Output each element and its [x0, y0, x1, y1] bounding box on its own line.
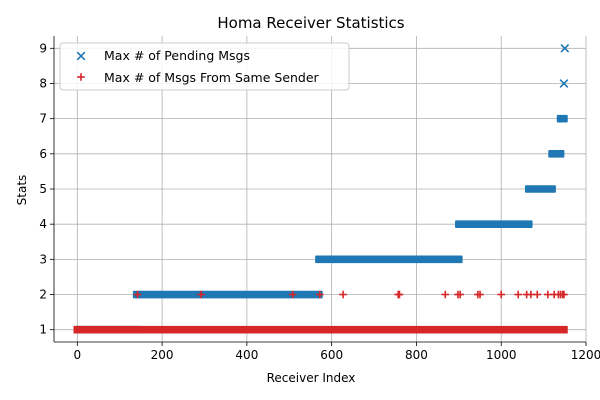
legend-label-same-sender: Max # of Msgs From Same Sender — [104, 70, 320, 85]
x-tick-label: 0 — [73, 348, 81, 362]
y-tick-label: 7 — [39, 112, 47, 126]
x-tick-label: 200 — [151, 348, 174, 362]
y-tick-label: 4 — [39, 217, 47, 231]
marker-band — [548, 150, 564, 158]
y-tick-label: 2 — [39, 288, 47, 302]
marker-band — [525, 185, 556, 193]
y-axis-label: Stats — [15, 175, 29, 206]
marker-band — [74, 326, 568, 334]
marker-band — [315, 256, 462, 264]
band-fill — [315, 256, 462, 264]
band-fill — [557, 115, 568, 123]
band-fill — [74, 326, 568, 334]
band-fill — [548, 150, 564, 158]
y-tick-label: 6 — [39, 147, 47, 161]
x-axis-label: Receiver Index — [267, 371, 356, 385]
y-tick-label: 8 — [39, 76, 47, 90]
legend-label-pending: Max # of Pending Msgs — [104, 48, 250, 63]
marker-band — [455, 220, 533, 228]
x-tick-label: 1200 — [571, 348, 600, 362]
y-tick-label: 5 — [39, 182, 47, 196]
x-tick-label: 400 — [235, 348, 258, 362]
x-tick-label: 800 — [405, 348, 428, 362]
y-tick-label: 3 — [39, 252, 47, 266]
y-tick-label: 9 — [39, 41, 47, 55]
x-tick-label: 1000 — [486, 348, 517, 362]
x-tick-label: 600 — [320, 348, 343, 362]
band-fill — [455, 220, 533, 228]
chart-title: Homa Receiver Statistics — [217, 14, 404, 32]
y-tick-label: 1 — [39, 323, 47, 337]
band-fill — [525, 185, 556, 193]
legend: Max # of Pending Msgs Max # of Msgs From… — [60, 43, 349, 90]
marker-band — [557, 115, 568, 123]
